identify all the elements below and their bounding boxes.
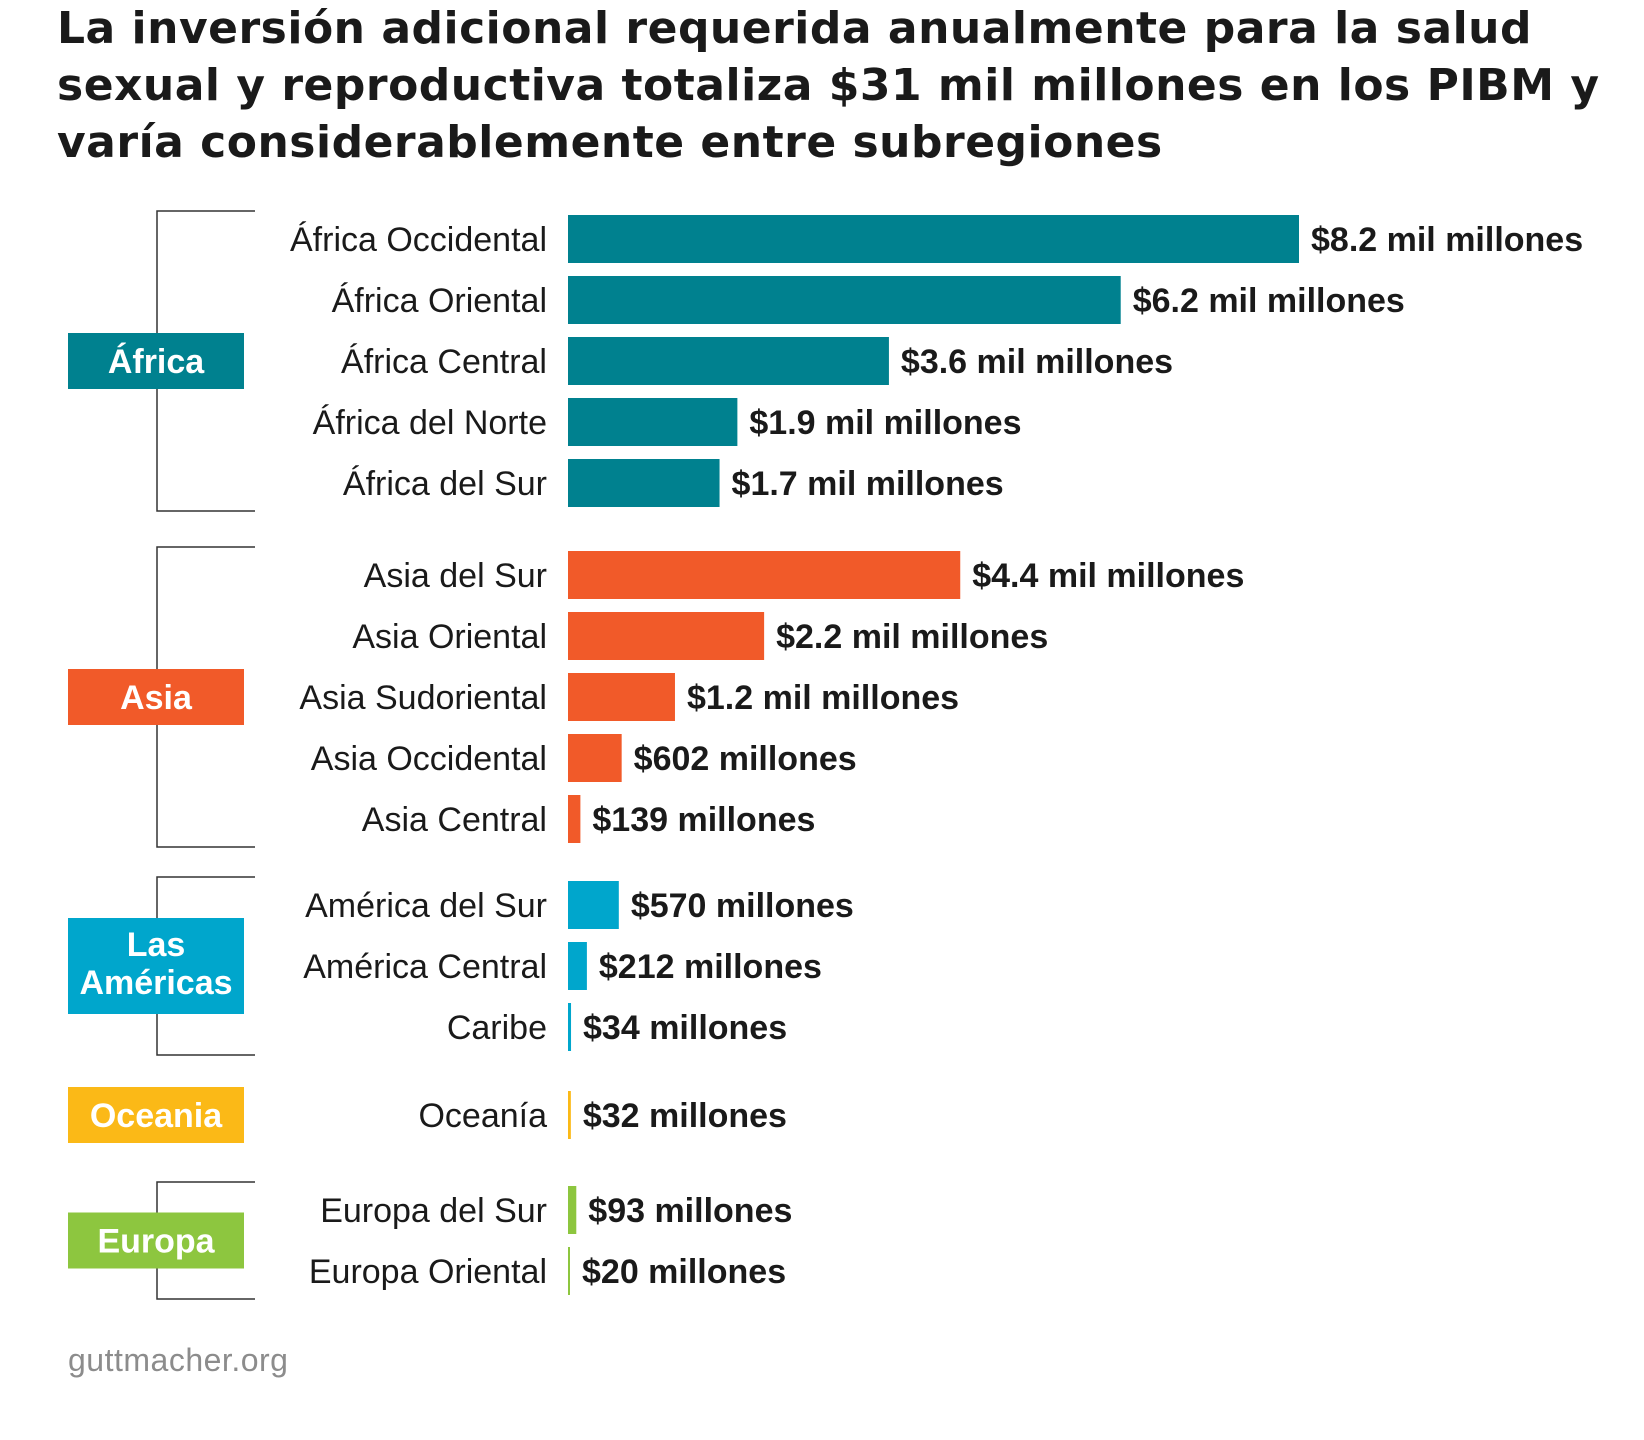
bar-asia-oriental <box>568 612 765 660</box>
category-label-caribe: Caribe <box>447 1009 547 1047</box>
value-label-africa-del-sur: $1.7 mil millones <box>732 465 1004 503</box>
category-label-africa-del-norte: África del Norte <box>313 404 547 442</box>
value-label-asia-oriental: $2.2 mil millones <box>776 618 1048 656</box>
bar-caribe <box>568 1003 572 1051</box>
category-label-europa-oriental: Europa Oriental <box>309 1253 547 1291</box>
region-box-europa <box>68 1212 244 1269</box>
value-label-europa-del-sur: $93 millones <box>588 1192 792 1230</box>
category-label-asia-sudoriental: Asia Sudoriental <box>299 679 547 717</box>
category-label-asia-oriental: Asia Oriental <box>352 618 547 656</box>
region-label-asia: Asia <box>120 679 193 717</box>
bar-asia-del-sur <box>568 551 961 599</box>
category-label-asia-del-sur: Asia del Sur <box>364 557 547 595</box>
region-group-oceania: Oceanía $32 millones Oceania <box>68 1087 787 1143</box>
region-label-africa: África <box>108 343 205 381</box>
bar-america-del-sur <box>568 881 619 929</box>
value-label-oceania: $32 millones <box>583 1097 787 1135</box>
region-group-asia: Asia del Sur $4.4 mil millones Asia Orient… <box>68 546 1244 848</box>
category-label-america-central: América Central <box>303 948 547 986</box>
bar-africa-occidental <box>568 215 1299 263</box>
region-box-africa <box>68 333 244 389</box>
region-box-las-americas <box>68 918 244 1014</box>
region-label-oceania: Oceania <box>90 1097 223 1135</box>
source-credit: guttmacher.org <box>68 1342 289 1378</box>
region-label-las-americas: Las Américas <box>79 926 232 1002</box>
bar-africa-oriental <box>568 276 1121 324</box>
category-label-america-del-sur: América del Sur <box>305 887 547 925</box>
bar-europa-del-sur <box>568 1186 577 1234</box>
bar-america-central <box>568 942 587 990</box>
value-label-asia-central: $139 millones <box>592 801 815 839</box>
region-group-europa: Europa del Sur $93 millones Europa Orienta… <box>68 1181 792 1300</box>
bar-africa-del-norte <box>568 398 738 446</box>
region-group-las-americas: América del Sur $570 millones América Cent… <box>68 876 854 1056</box>
bar-asia-sudoriental <box>568 673 675 721</box>
category-label-asia-occidental: Asia Occidental <box>311 740 547 778</box>
region-label-europa: Europa <box>97 1223 215 1261</box>
category-label-oceania: Oceanía <box>418 1097 547 1135</box>
value-label-africa-del-norte: $1.9 mil millones <box>749 404 1021 442</box>
region-box-oceania <box>68 1087 244 1143</box>
region-group-africa: África Occidental $8.2 mil millones África… <box>68 210 1583 512</box>
value-label-africa-oriental: $6.2 mil millones <box>1133 282 1405 320</box>
value-label-america-central: $212 millones <box>599 948 822 986</box>
region-box-asia <box>68 669 244 725</box>
category-label-africa-central: África Central <box>341 343 547 381</box>
value-label-caribe: $34 millones <box>583 1009 787 1047</box>
category-label-africa-occidental: África Occidental <box>290 221 547 259</box>
bar-oceania <box>568 1091 571 1139</box>
value-label-europa-oriental: $20 millones <box>582 1253 786 1291</box>
value-label-africa-occidental: $8.2 mil millones <box>1311 221 1583 259</box>
category-label-europa-del-sur: Europa del Sur <box>320 1192 547 1230</box>
value-label-asia-sudoriental: $1.2 mil millones <box>687 679 959 717</box>
value-label-asia-del-sur: $4.4 mil millones <box>972 557 1244 595</box>
bar-europa-oriental <box>568 1247 570 1295</box>
value-label-america-del-sur: $570 millones <box>631 887 854 925</box>
bar-africa-del-sur <box>568 459 720 507</box>
value-label-asia-occidental: $602 millones <box>634 740 857 778</box>
category-label-africa-oriental: África Oriental <box>332 282 547 320</box>
bar-asia-central <box>568 795 581 843</box>
chart-title: La inversión adicional requerida anualme… <box>57 3 1600 168</box>
bar-africa-central <box>568 337 889 385</box>
category-label-africa-del-sur: África del Sur <box>343 465 547 503</box>
category-label-asia-central: Asia Central <box>362 801 547 839</box>
value-label-africa-central: $3.6 mil millones <box>901 343 1173 381</box>
bar-asia-occidental <box>568 734 622 782</box>
